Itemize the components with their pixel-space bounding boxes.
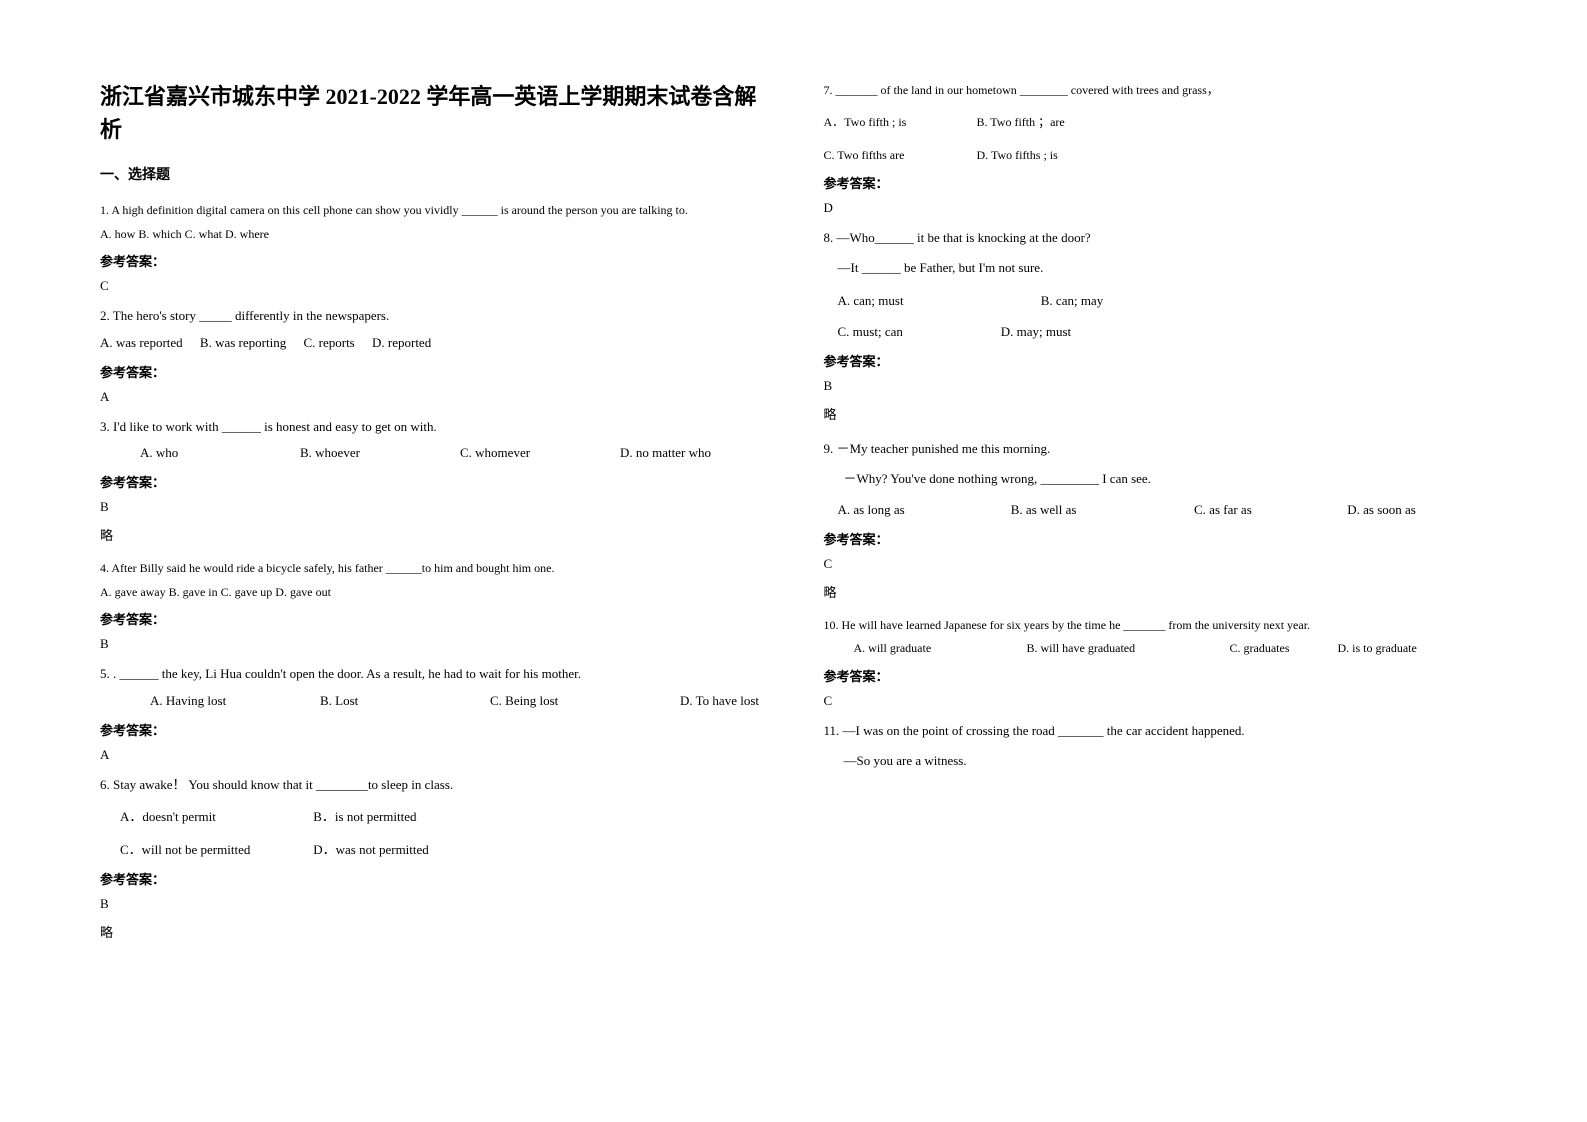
question-text-1: 11. —I was on the point of crossing the …: [824, 719, 1488, 744]
answer-note: 略: [824, 404, 1488, 423]
question-6: 6. Stay awake！ You should know that it _…: [100, 773, 764, 888]
question-4: 4. After Billy said he would ride a bicy…: [100, 558, 764, 652]
answer-value: B: [100, 499, 764, 515]
option-b: B. was reporting: [200, 335, 286, 350]
options-row-1: A. can; must B. can; may: [824, 289, 1488, 314]
page-title: 浙江省嘉兴市城东中学 2021-2022 学年高一英语上学期期末试卷含解析: [100, 80, 764, 146]
option-b: B. Two fifth ；are: [977, 115, 1065, 129]
document-body: 浙江省嘉兴市城东中学 2021-2022 学年高一英语上学期期末试卷含解析 一、…: [100, 80, 1487, 1042]
answer-label: 参考答案：: [100, 720, 764, 739]
option-d: D. reported: [372, 335, 431, 350]
question-2: 2. The hero's story _____ differently in…: [100, 304, 764, 404]
options: A. gave away B. gave in C. gave up D. ga…: [100, 582, 764, 604]
question-3: 3. I'd like to work with ______ is hones…: [100, 415, 764, 544]
question-text-2: －Why? You've done nothing wrong, _______…: [824, 467, 1488, 492]
question-10: 10. He will have learned Japanese for si…: [824, 615, 1488, 709]
answer-label: 参考答案：: [100, 609, 764, 628]
option-b: B. whoever: [300, 441, 460, 466]
answer-label: 参考答案：: [100, 472, 764, 491]
option-b: B. will have graduated: [1027, 638, 1227, 660]
answer-value: A: [100, 389, 764, 405]
question-text-1: 9. －My teacher punished me this morning.: [824, 437, 1488, 462]
answer-label: 参考答案：: [824, 173, 1488, 192]
question-text: 7. _______ of the land in our hometown _…: [824, 80, 1488, 102]
question-text: 6. Stay awake！ You should know that it _…: [100, 773, 764, 798]
option-c: C. Being lost: [490, 689, 680, 714]
answer-label: 参考答案：: [100, 362, 764, 381]
answer-note: 略: [824, 582, 1488, 601]
answer-value: B: [100, 636, 764, 652]
options-row-1: A．Two fifth ; is B. Two fifth ；are: [824, 112, 1488, 134]
question-9: 9. －My teacher punished me this morning.…: [824, 437, 1488, 601]
answer-note: 略: [100, 525, 764, 544]
answer-value-q6: B: [100, 896, 764, 912]
option-c: C．will not be permitted: [120, 838, 310, 863]
option-d: D. may; must: [1001, 324, 1071, 339]
answer-label: 参考答案：: [824, 666, 1488, 685]
option-b: B. as well as: [1011, 498, 1191, 523]
option-d: D．was not permitted: [313, 842, 429, 857]
option-c: C. Two fifths are: [824, 145, 974, 167]
section-header: 一、选择题: [100, 164, 764, 184]
question-text: 2. The hero's story _____ differently in…: [100, 304, 764, 329]
option-a: A．doesn't permit: [120, 805, 310, 830]
option-a: A. will graduate: [854, 638, 1024, 660]
answer-value: C: [824, 693, 1488, 709]
question-text: 1. A high definition digital camera on t…: [100, 200, 764, 222]
question-5: 5. . ______ the key, Li Hua couldn't ope…: [100, 662, 764, 762]
option-a: A. Having lost: [150, 689, 320, 714]
option-a: A．Two fifth ; is: [824, 112, 974, 134]
answer-label: 参考答案：: [100, 869, 764, 888]
options-row-2: C. must; can D. may; must: [824, 320, 1488, 345]
option-c: C. must; can: [838, 320, 998, 345]
question-8: 8. —Who______ it be that is knocking at …: [824, 226, 1488, 423]
question-text-2: —So you are a witness.: [824, 749, 1488, 774]
options: A. was reported B. was reporting C. repo…: [100, 331, 764, 356]
option-d: D. no matter who: [620, 441, 711, 466]
answer-value: D: [824, 200, 1488, 216]
option-b: B. Lost: [320, 689, 490, 714]
options: A. will graduate B. will have graduated …: [824, 638, 1488, 660]
options-row-2: C．will not be permitted D．was not permit…: [100, 838, 764, 863]
question-text: 4. After Billy said he would ride a bicy…: [100, 558, 764, 580]
option-d: D. To have lost: [680, 689, 759, 714]
option-d: D. Two fifths ; is: [977, 148, 1058, 162]
option-b: B. can; may: [1041, 293, 1103, 308]
option-c: C. graduates: [1230, 638, 1335, 660]
answer-note-q6: 略: [100, 922, 764, 941]
option-a: A. can; must: [838, 289, 1038, 314]
answer-label: 参考答案：: [824, 529, 1488, 548]
question-11: 11. —I was on the point of crossing the …: [824, 719, 1488, 774]
question-1: 1. A high definition digital camera on t…: [100, 200, 764, 294]
question-text-1: 8. —Who______ it be that is knocking at …: [824, 226, 1488, 251]
options: A. who B. whoever C. whomever D. no matt…: [100, 441, 764, 466]
question-text: 5. . ______ the key, Li Hua couldn't ope…: [100, 662, 764, 687]
option-a: A. as long as: [838, 498, 1008, 523]
options-row-2: C. Two fifths are D. Two fifths ; is: [824, 145, 1488, 167]
option-d: D. is to graduate: [1338, 641, 1417, 655]
option-c: C. as far as: [1194, 498, 1344, 523]
question-text: 10. He will have learned Japanese for si…: [824, 615, 1488, 637]
option-d: D. as soon as: [1347, 502, 1416, 517]
answer-value: C: [824, 556, 1488, 572]
option-a: A. was reported: [100, 335, 183, 350]
option-c: C. reports: [303, 335, 354, 350]
answer-value: B: [824, 378, 1488, 394]
options: A. Having lost B. Lost C. Being lost D. …: [100, 689, 764, 714]
options: A. how B. which C. what D. where: [100, 224, 764, 246]
answer-value: C: [100, 278, 764, 294]
question-text: 3. I'd like to work with ______ is hones…: [100, 415, 764, 440]
option-c: C. whomever: [460, 441, 620, 466]
answer-value: A: [100, 747, 764, 763]
question-text-2: —It ______ be Father, but I'm not sure.: [824, 256, 1488, 281]
question-7: 7. _______ of the land in our hometown _…: [824, 80, 1488, 216]
options-row-1: A．doesn't permit B．is not permitted: [100, 805, 764, 830]
option-b: B．is not permitted: [313, 809, 416, 824]
answer-label: 参考答案：: [824, 351, 1488, 370]
option-a: A. who: [140, 441, 300, 466]
answer-label: 参考答案：: [100, 251, 764, 270]
options: A. as long as B. as well as C. as far as…: [824, 498, 1488, 523]
